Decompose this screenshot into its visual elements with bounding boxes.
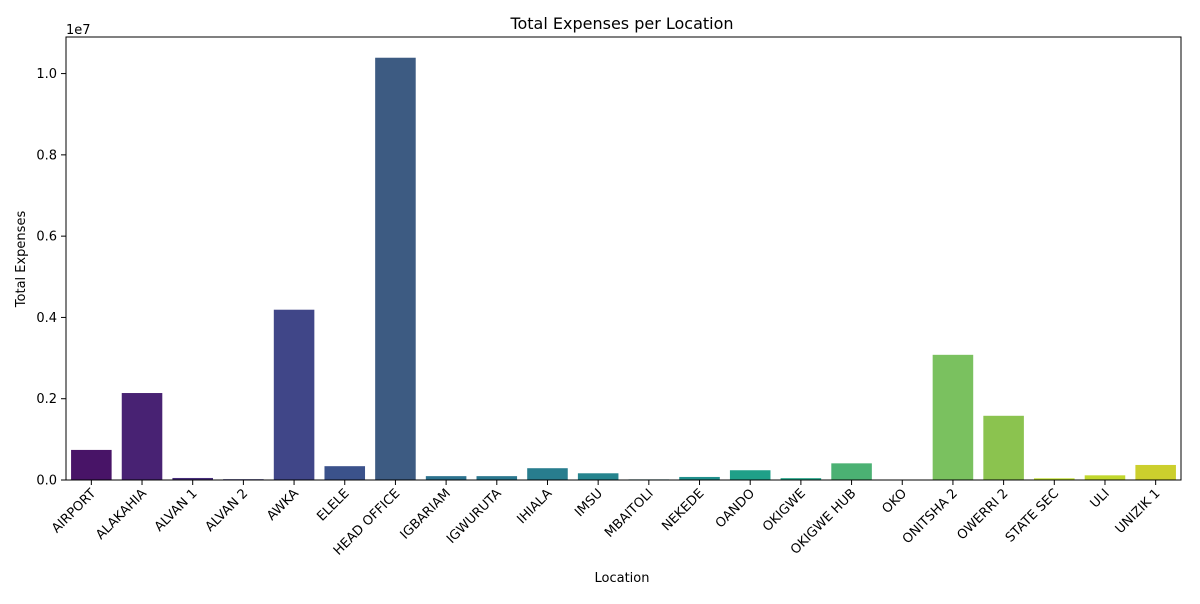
- bar-airport: [71, 450, 112, 480]
- x-tick-label: ALVAN 2: [203, 486, 252, 535]
- bar-imsu: [578, 473, 619, 480]
- y-axis-ticks: 0.0 0.2 0.4 0.6 0.8 1.0: [36, 67, 66, 488]
- x-tick-label: STATE SEC: [1003, 486, 1062, 545]
- bar-elele: [324, 466, 365, 480]
- bar-igbariam: [426, 476, 467, 480]
- x-tick-label: IGWURUTA: [444, 486, 505, 547]
- y-tick-label: 0.4: [36, 311, 57, 326]
- x-tick-label: AIRPORT: [49, 486, 99, 536]
- bar-uli: [1085, 475, 1126, 480]
- bar-head-office: [375, 58, 416, 480]
- bar-igwuruta: [477, 476, 518, 480]
- chart-title: Total Expenses per Location: [509, 14, 733, 33]
- y-axis-label: Total Expenses: [14, 211, 29, 309]
- y-tick-label: 0.2: [36, 392, 57, 407]
- plot-frame: [66, 37, 1181, 480]
- bar-okigwe-hub: [831, 463, 872, 480]
- x-tick-label: NEKEDE: [659, 486, 707, 534]
- x-tick-label: ELELE: [314, 486, 352, 524]
- x-tick-label: ALAKAHIA: [93, 486, 150, 543]
- x-axis-label: Location: [595, 571, 650, 586]
- y-scale-label: 1e7: [66, 23, 91, 38]
- y-tick-label: 0.6: [36, 230, 57, 245]
- x-tick-label: ALVAN 1: [152, 486, 201, 535]
- bar-owerri-2: [983, 416, 1024, 480]
- x-tick-label: OKO: [879, 486, 910, 517]
- y-tick-label: 1.0: [36, 67, 57, 82]
- bars-group: [71, 58, 1176, 480]
- bar-alakahia: [122, 393, 163, 480]
- y-tick-label: 0.0: [36, 474, 57, 489]
- bar-ihiala: [527, 468, 568, 480]
- x-tick-label: OKIGWE: [760, 486, 809, 535]
- bar-awka: [274, 310, 315, 480]
- x-tick-label: MBAITOLI: [602, 486, 657, 541]
- x-tick-label: AWKA: [264, 486, 302, 524]
- x-tick-label: OANDO: [713, 486, 758, 531]
- bar-unizik-1: [1135, 465, 1176, 480]
- bar-oando: [730, 470, 771, 480]
- x-tick-label: IMSU: [572, 486, 606, 520]
- x-tick-label: IHIALA: [514, 486, 555, 527]
- x-tick-label: ONITSHA 2: [900, 486, 961, 547]
- bar-onitsha-2: [933, 355, 974, 480]
- x-tick-label: ULI: [1088, 486, 1113, 511]
- y-tick-label: 0.8: [36, 148, 57, 163]
- x-tick-label: UNIZIK 1: [1113, 486, 1164, 537]
